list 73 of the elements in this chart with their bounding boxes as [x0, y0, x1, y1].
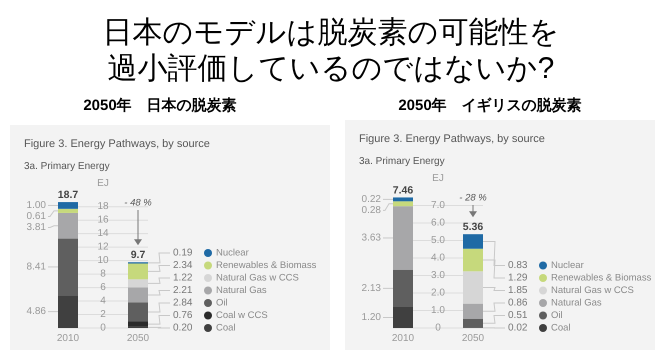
text: 3a. Primary Energy — [359, 156, 445, 167]
y-tick-label: 0 — [100, 322, 106, 334]
data-label: 0.19 — [173, 248, 193, 258]
y-tick-label: 12 — [97, 242, 109, 253]
data-label: 0.28 — [362, 204, 382, 216]
data-label: 1.00 — [26, 200, 46, 211]
chart-subtitle: 2050年 日本の脱炭素 — [83, 97, 237, 114]
y-tick-label: 1.0 — [431, 305, 446, 316]
legend-label: Renewables & Biomass — [551, 272, 652, 284]
y-tick-label: 2.0 — [431, 288, 446, 298]
annotation: - 28 % — [459, 192, 488, 204]
legend-label: Natural Gas w CCS — [216, 272, 299, 284]
y-tick-label: 18 — [97, 201, 109, 212]
y-tick-label: 4.0 — [431, 252, 446, 264]
data-label: 0.02 — [508, 322, 528, 334]
y-tick-label: 7.0 — [431, 200, 446, 211]
y-tick-label: 16 — [97, 214, 109, 226]
y-tick-label: 10 — [97, 255, 109, 266]
y-axis-title: EJ — [432, 173, 444, 184]
legend-label: Coal — [216, 322, 236, 334]
y-tick-label: 3.0 — [431, 270, 446, 281]
data-label: 2.34 — [173, 260, 193, 271]
data-label: 2.21 — [173, 285, 193, 296]
x-tick-label: 2010 — [56, 333, 80, 344]
data-label: 0.86 — [508, 298, 528, 308]
data-label: 8.41 — [26, 261, 46, 272]
y-axis-title: EJ — [97, 178, 109, 189]
data-label: 2.84 — [173, 298, 193, 308]
x-tick-label: 2010 — [392, 333, 415, 344]
x-tick-label: 2050 — [462, 333, 485, 344]
data-label: 1.20 — [362, 312, 382, 323]
y-tick-label: 2 — [100, 309, 106, 320]
legend-label: Oil — [216, 298, 228, 308]
data-label: 3.63 — [362, 232, 382, 244]
annotation: - 48 % — [124, 198, 152, 208]
data-label: 1.29 — [508, 272, 528, 284]
text: 日本のモデルは脱炭素の可能性を過小評価しているのではないか? — [102, 16, 560, 85]
legend-label: Natural Gas — [551, 298, 602, 308]
total-label: 5.36 — [462, 221, 484, 234]
data-label: 4.86 — [26, 306, 46, 318]
data-label: 0.20 — [173, 322, 193, 334]
caption: Figure 3. Energy Pathways, by source — [359, 133, 545, 145]
caption: Figure 3. Energy Pathways, by source — [24, 138, 210, 150]
total-label: 9.7 — [130, 249, 146, 262]
data-label: 0.22 — [362, 194, 382, 205]
legend-label: Nuclear — [551, 260, 584, 271]
total-label: 18.7 — [58, 189, 78, 202]
data-label: 0.51 — [508, 310, 528, 321]
y-tick-label: 6 — [100, 282, 106, 294]
data-label: 0.76 — [173, 310, 193, 321]
data-label: 2.13 — [362, 282, 382, 294]
legend-label: Oil — [551, 310, 563, 321]
y-tick-label: 4 — [100, 296, 106, 307]
y-tick-label: 8 — [100, 268, 106, 280]
y-tick-label: 5.0 — [431, 235, 446, 246]
chart-subtitle: 2050年 イギリスの脱炭素 — [398, 97, 582, 114]
data-label: 0.83 — [508, 260, 528, 271]
data-label: 3.81 — [26, 222, 46, 233]
text: 3a. Primary Energy — [24, 161, 110, 172]
x-tick-label: 2050 — [126, 333, 150, 344]
total-label: 7.46 — [392, 184, 414, 196]
data-label: 1.85 — [508, 285, 528, 296]
data-label: 0.61 — [26, 210, 46, 222]
legend-label: Nuclear — [216, 248, 249, 258]
legend-label: Natural Gas — [216, 285, 267, 296]
y-tick-label: 0 — [435, 322, 442, 334]
data-label: 1.22 — [173, 272, 193, 284]
legend-label: Renewables & Biomass — [216, 260, 317, 271]
legend-label: Coal w CCS — [216, 310, 268, 321]
y-tick-label: 14 — [97, 228, 109, 240]
y-tick-label: 6.0 — [431, 218, 446, 228]
legend-label: Coal — [551, 322, 571, 334]
legend-label: Natural Gas w CCS — [551, 285, 634, 296]
